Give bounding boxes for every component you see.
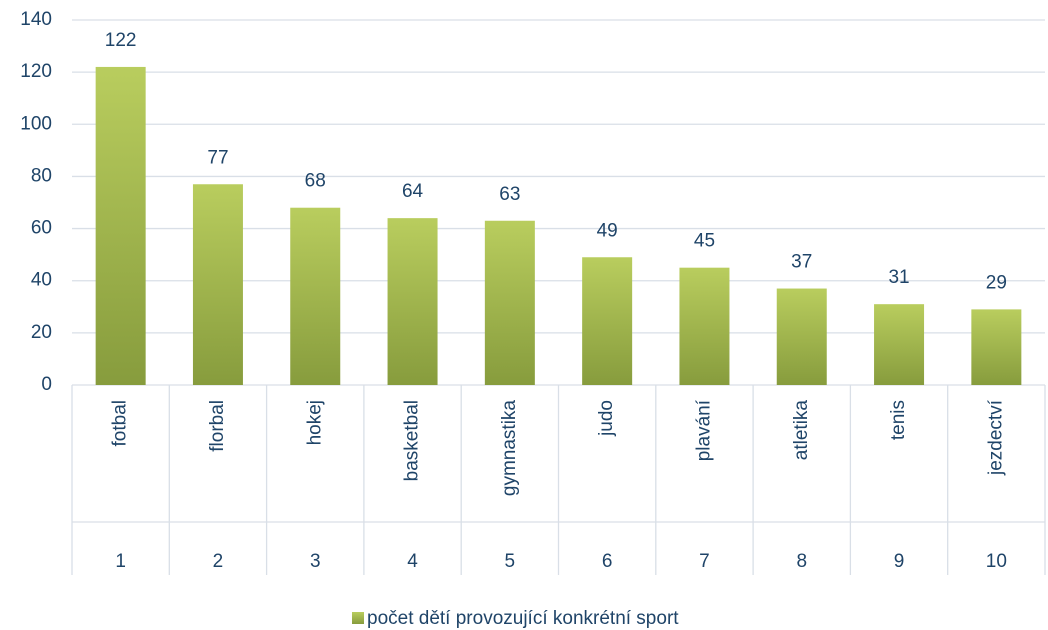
x-tick-label: tenis — [888, 400, 909, 440]
category-number: 8 — [796, 551, 807, 572]
category-number: 5 — [505, 551, 516, 572]
value-label: 37 — [791, 252, 812, 273]
category-number: 3 — [310, 551, 321, 572]
y-tick-label: 60 — [31, 218, 52, 239]
bar — [776, 288, 827, 385]
x-tick-label: hokej — [304, 400, 325, 445]
value-label: 122 — [105, 30, 137, 51]
category-number: 9 — [894, 551, 905, 572]
y-tick-label: 100 — [20, 113, 52, 134]
bar — [582, 257, 633, 385]
bar — [971, 309, 1022, 385]
legend-label: počet dětí provozující konkrétní sport — [367, 608, 679, 629]
x-tick-label: florbal — [207, 400, 228, 452]
x-tick-label: judo — [596, 400, 617, 437]
x-tick-label: fotbal — [110, 400, 131, 446]
category-number: 4 — [407, 551, 418, 572]
category-number: 7 — [699, 551, 710, 572]
value-label: 31 — [888, 267, 909, 288]
bar — [679, 267, 730, 385]
value-label: 64 — [402, 181, 424, 202]
x-tick-label: jezdectví — [985, 399, 1006, 476]
value-label: 77 — [207, 147, 228, 168]
bar — [95, 66, 146, 385]
category-number: 2 — [213, 551, 224, 572]
category-number: 1 — [115, 551, 126, 572]
x-tick-label: basketbal — [402, 400, 423, 481]
y-tick-label: 0 — [41, 374, 52, 395]
value-label: 29 — [986, 272, 1007, 293]
y-tick-label: 40 — [31, 270, 52, 291]
value-label: 49 — [597, 220, 618, 241]
value-label: 45 — [694, 231, 715, 252]
y-tick-label: 120 — [20, 61, 52, 82]
category-number: 6 — [602, 551, 613, 572]
bar — [874, 304, 925, 385]
bar — [290, 207, 341, 385]
x-tick-label: atletika — [791, 400, 812, 461]
bar — [484, 220, 535, 385]
y-tick-label: 20 — [31, 322, 52, 343]
legend-swatch — [352, 612, 364, 624]
y-tick-label: 140 — [20, 9, 52, 30]
x-tick-label: gymnastika — [499, 400, 520, 497]
bar — [192, 184, 243, 385]
category-number: 10 — [986, 551, 1007, 572]
x-tick-label: plavání — [693, 399, 714, 461]
bar — [387, 218, 438, 385]
value-label: 63 — [499, 184, 520, 205]
y-tick-label: 80 — [31, 165, 52, 186]
value-label: 68 — [305, 171, 326, 192]
